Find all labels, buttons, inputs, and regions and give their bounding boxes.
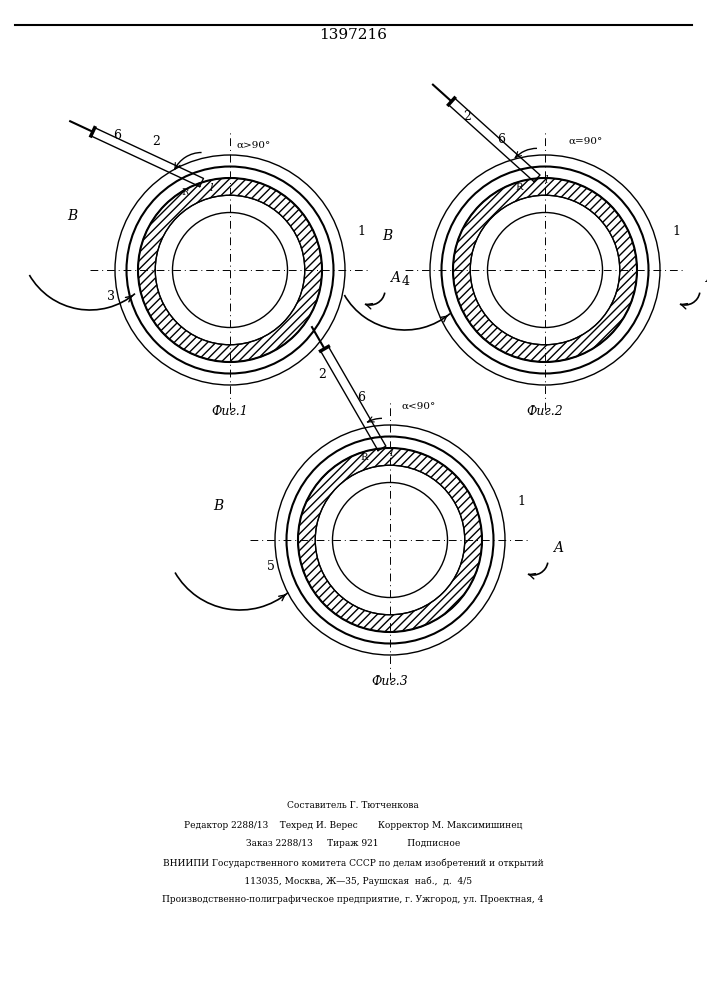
Text: A: A: [705, 271, 707, 285]
Text: 4: 4: [402, 275, 410, 288]
Text: l: l: [390, 448, 394, 458]
Text: α>90°: α>90°: [237, 141, 271, 150]
Wedge shape: [298, 448, 482, 632]
Text: 6: 6: [498, 133, 506, 146]
Text: A: A: [553, 541, 563, 555]
Text: ВНИИПИ Государственного комитета СССР по делам изобретений и открытий: ВНИИПИ Государственного комитета СССР по…: [163, 858, 544, 868]
Text: Фиг.2: Фиг.2: [527, 405, 563, 418]
Text: 2: 2: [464, 110, 472, 123]
Text: R: R: [515, 183, 522, 192]
Text: α=90°: α=90°: [569, 136, 603, 145]
Text: 1397216: 1397216: [319, 28, 387, 42]
Text: Заказ 2288/13     Тираж 921          Подписное: Заказ 2288/13 Тираж 921 Подписное: [246, 838, 460, 848]
Text: 1: 1: [517, 495, 525, 508]
Text: Редактор 2288/13    Техред И. Верес       Корректор М. Максимишинец: Редактор 2288/13 Техред И. Верес Коррект…: [184, 820, 522, 830]
Wedge shape: [138, 178, 322, 362]
Text: B: B: [213, 499, 223, 513]
Text: Производственно-полиграфическое предприятие, г. Ужгород, ул. Проектная, 4: Производственно-полиграфическое предприя…: [163, 894, 544, 904]
Text: Фиг.1: Фиг.1: [211, 405, 248, 418]
Text: 2: 2: [318, 368, 326, 381]
Text: Составитель Г. Тютченкова: Составитель Г. Тютченкова: [287, 800, 419, 810]
Text: B: B: [67, 209, 77, 223]
Text: 1: 1: [672, 225, 680, 238]
Wedge shape: [453, 178, 637, 362]
Text: α<90°: α<90°: [402, 401, 436, 410]
Text: 1: 1: [357, 225, 365, 238]
Text: Фиг.3: Фиг.3: [372, 675, 409, 688]
Text: 113035, Москва, Ж—35, Раушская  наб.,  д.  4/5: 113035, Москва, Ж—35, Раушская наб., д. …: [233, 876, 472, 886]
Text: 6: 6: [357, 391, 365, 404]
Text: B: B: [382, 229, 392, 243]
Text: 6: 6: [113, 129, 121, 142]
Text: 5: 5: [267, 560, 274, 573]
Text: l: l: [545, 175, 549, 185]
Text: A: A: [390, 271, 400, 285]
Text: 2: 2: [152, 135, 160, 148]
Text: 3: 3: [107, 290, 115, 303]
Text: R: R: [182, 188, 189, 197]
Text: R: R: [360, 453, 368, 462]
Text: l: l: [209, 183, 213, 193]
